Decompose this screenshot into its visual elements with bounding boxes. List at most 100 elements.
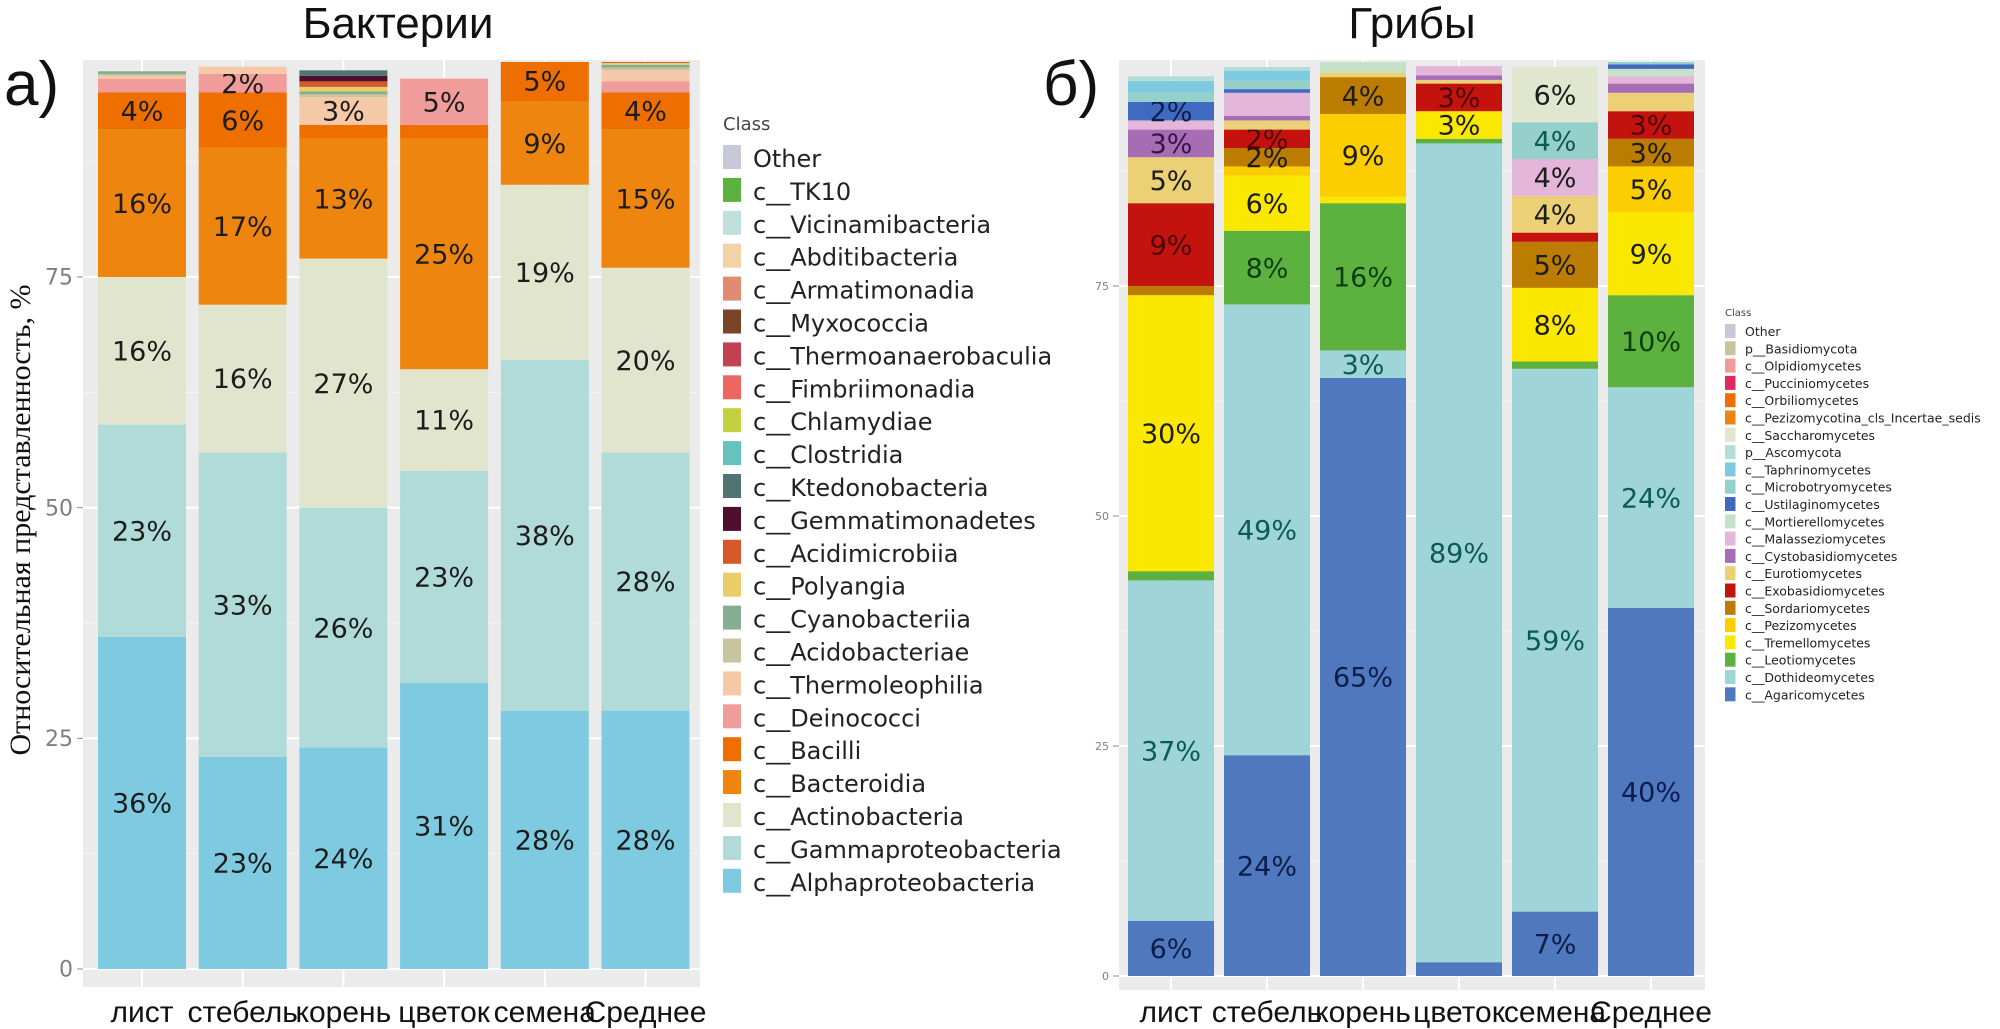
segment-label: 20%: [615, 346, 675, 377]
y-tick-label: 0: [59, 958, 73, 983]
bar-segment: [1128, 203, 1214, 286]
segment-label: 9%: [523, 129, 566, 160]
segment-label: 49%: [1237, 516, 1297, 547]
y-tick-label: 25: [45, 727, 73, 752]
y-tick-label: 75: [1095, 280, 1109, 293]
segment-label: 4%: [624, 97, 667, 128]
legend-swatch: [1725, 687, 1736, 702]
x-tick-label: Среднее: [585, 996, 707, 1029]
bar-segment: [98, 71, 186, 75]
legend-label: c__Mortierellomycetes: [1745, 514, 1884, 529]
legend-item: c__Taphrinomycetes: [1725, 462, 1871, 477]
legend-swatch: [1725, 600, 1736, 615]
segment-label: 27%: [313, 369, 373, 400]
segment-label: 9%: [1150, 230, 1193, 261]
bar-корень: 65% 3% 16% 9% 4%: [1320, 62, 1406, 976]
legend-label: c__Fimbriimonadia: [753, 375, 975, 403]
bar-segment: [1128, 102, 1214, 121]
bar-segment: [1320, 72, 1406, 78]
legend-label: c__Eurotiomycetes: [1745, 566, 1862, 581]
segment-label: 4%: [1534, 126, 1577, 157]
legend-item: c__Olpidiomycetes: [1725, 358, 1861, 374]
bar-segment: [1224, 166, 1310, 176]
bar-segment: [400, 470, 489, 683]
legend-label: c__Pucciniomycetes: [1745, 376, 1869, 391]
x-tick-label: лист: [1139, 996, 1202, 1029]
legend-label: c__Cystobasidiomycetes: [1745, 549, 1897, 564]
segment-label: 16%: [112, 189, 172, 220]
bar-segment: [299, 507, 388, 748]
legend-item: c__Abditibacteria: [723, 243, 958, 272]
legend-label: c__Gammaproteobacteria: [753, 836, 1062, 864]
legend-label: c__Ktedonobacteria: [753, 474, 988, 502]
legend-label: c__Leotiomycetes: [1745, 653, 1856, 668]
bar-segment: [1320, 62, 1406, 73]
bar-segment: [601, 67, 690, 71]
legend-item: c__Microbotryomycetes: [1725, 479, 1892, 495]
plot-background: [1119, 60, 1705, 990]
segment-label: 2%: [221, 69, 264, 100]
legend-item: Other: [723, 145, 821, 173]
y-tick-label: 25: [1095, 740, 1109, 753]
legend-title: Class: [1725, 308, 1751, 319]
bar-segment: [500, 184, 589, 361]
bar-segment: [1512, 159, 1598, 196]
bar-segment: [500, 360, 589, 711]
bar-segment: [1224, 755, 1310, 976]
x-tick-label: стебель: [1212, 996, 1322, 1029]
bar-segment: [400, 369, 489, 471]
bar-цветок: 31% 23% 11% 25% 5%: [400, 78, 489, 969]
bar-segment: [198, 452, 287, 757]
segment-label: 24%: [1237, 851, 1297, 882]
segment-label: 16%: [213, 364, 273, 395]
legend-item: c__Malasseziomycetes: [1725, 531, 1886, 547]
segment-label: 11%: [414, 406, 474, 437]
legend-label: c__Malasseziomycetes: [1745, 532, 1886, 547]
x-tick-label: семена: [494, 996, 597, 1029]
segment-label: 30%: [1141, 419, 1201, 450]
bar-segment: [1608, 212, 1694, 296]
legend-swatch: [1725, 445, 1736, 460]
segment-label: 28%: [615, 826, 675, 857]
legend-label: c__Deinococci: [753, 704, 921, 732]
bar-segment: [1224, 175, 1310, 231]
y-tick-label: 75: [45, 266, 73, 291]
y-tick-label: 50: [1095, 510, 1109, 523]
panel-b-letter: б): [1043, 50, 1099, 119]
bar-segment: [1608, 68, 1694, 77]
bar-segment: [1416, 75, 1502, 80]
legend-item: c__Ktedonobacteria: [723, 474, 988, 502]
panel-b-title: Грибы: [1348, 0, 1475, 48]
segment-label: 3%: [1342, 350, 1385, 381]
legend-swatch: [723, 737, 741, 762]
legend-item: c__Alphaproteobacteria: [723, 868, 1035, 897]
legend-item: c__Clostridia: [723, 441, 903, 469]
bar-segment: [198, 92, 287, 148]
bar-стебель: 23% 33% 16% 17% 6% 2%: [198, 66, 287, 969]
legend-swatch: [723, 770, 741, 795]
bar-segment: [299, 97, 388, 125]
panel-a-letter: а): [4, 50, 59, 119]
legend-swatch: [1725, 548, 1736, 563]
segment-label: 6%: [1150, 934, 1193, 965]
bar-segment: [1416, 962, 1502, 976]
legend-swatch: [723, 572, 741, 597]
legend-item: c__Cyanobacteriia: [723, 605, 971, 634]
segment-label: 40%: [1621, 778, 1681, 809]
bar-segment: [1512, 361, 1598, 369]
bar-segment: [601, 81, 690, 93]
bar-segment: [198, 304, 287, 453]
segment-label: 4%: [121, 97, 164, 128]
bar-segment: [98, 277, 186, 425]
segment-label: 31%: [414, 812, 474, 843]
x-tick-label: цветок: [1413, 996, 1506, 1029]
bar-segment: [1128, 920, 1214, 976]
legend-label: c__Vicinamibacteria: [753, 211, 991, 239]
segment-label: 2%: [1246, 143, 1289, 174]
bar-segment: [601, 64, 690, 68]
legend-item: c__Myxococcia: [723, 309, 929, 338]
segment-label: 3%: [1630, 111, 1673, 142]
bar-segment: [1512, 195, 1598, 233]
legend-label: c__Actinobacteria: [753, 803, 964, 831]
legend-swatch: [1725, 375, 1736, 390]
